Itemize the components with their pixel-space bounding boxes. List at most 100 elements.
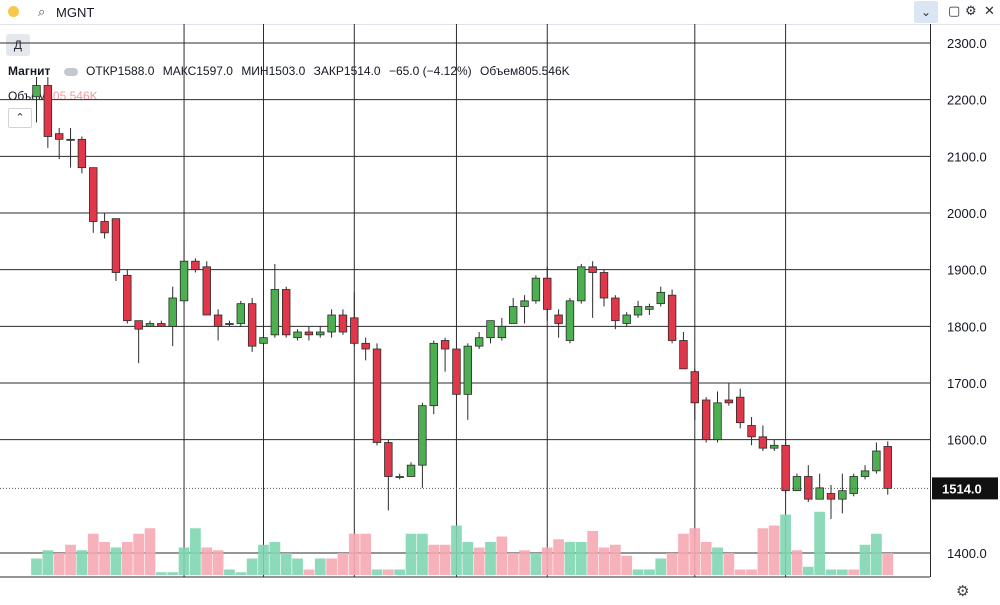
- candle-body: [440, 340, 450, 350]
- volume-bar: [235, 572, 247, 575]
- candle-body: [883, 446, 892, 489]
- volume-bar: [292, 558, 303, 575]
- collapse-legend-button[interactable]: ⌃: [8, 108, 32, 128]
- volume-bar: [371, 569, 383, 575]
- candle-body: [111, 218, 121, 273]
- candle-body: [520, 300, 529, 307]
- y-tick-label: 1400.0: [947, 546, 987, 561]
- volume-bar: [848, 569, 860, 575]
- candle-body: [429, 342, 438, 407]
- candle-body: [281, 289, 291, 336]
- candle-body: [849, 476, 858, 494]
- candle-body: [134, 320, 143, 330]
- volume-bar: [155, 572, 167, 575]
- volume-bar: [496, 536, 508, 575]
- top-bar: ⌕ ⌄ ▢ ⚙ ✕: [0, 0, 1000, 25]
- volume-bar: [201, 547, 213, 575]
- maximize-icon[interactable]: ▢: [948, 3, 961, 18]
- candle-body: [100, 221, 109, 234]
- chevron-down-button[interactable]: ⌄: [914, 1, 938, 23]
- volume-bar: [575, 542, 587, 575]
- volume-bar: [144, 528, 156, 575]
- candle-body: [804, 476, 813, 500]
- candle-body: [792, 476, 802, 492]
- period-button[interactable]: Д: [6, 34, 30, 56]
- candle-body: [89, 167, 98, 222]
- candle-body: [656, 291, 665, 305]
- change-value: −65.0 (−4.12%): [388, 64, 472, 78]
- symbol-name: Магнит: [8, 64, 51, 78]
- candlestick-chart[interactable]: 2300.0 2200.0 2100.0 2000.0 1900.0 1800.0 1700…: [0, 24, 1000, 581]
- candle-body: [202, 266, 211, 316]
- candle-body: [179, 260, 189, 302]
- volume-bar: [825, 569, 837, 575]
- volume-bar: [689, 528, 701, 575]
- candle-body: [474, 337, 484, 347]
- candle-body: [633, 306, 643, 316]
- candle-body: [66, 138, 75, 141]
- low-value: МИН1503.0: [241, 64, 306, 78]
- y-tick-label: 2100.0: [947, 149, 987, 164]
- volume-bar: [65, 544, 76, 575]
- candle-body: [645, 306, 654, 310]
- volume-bar: [246, 558, 258, 575]
- eye-icon[interactable]: [63, 67, 78, 76]
- volume-bar: [42, 550, 54, 575]
- candle-body: [293, 331, 302, 339]
- search-icon[interactable]: ⌕: [38, 4, 46, 19]
- open-value: ОТКР1588.0: [86, 64, 155, 78]
- candle-body: [690, 371, 699, 404]
- y-tick-label: 2000.0: [947, 206, 987, 221]
- volume-bar: [258, 544, 269, 575]
- volume-bar: [802, 566, 814, 575]
- volume-bar: [598, 547, 610, 575]
- candle-body: [497, 325, 507, 339]
- candle-body: [350, 317, 359, 344]
- volume-bar: [190, 528, 201, 575]
- settings-icon[interactable]: ⚙: [965, 3, 977, 18]
- candle-body: [667, 294, 677, 341]
- volume-bar: [859, 544, 871, 575]
- candle-body: [123, 274, 132, 322]
- last-price-label: 1514.0: [942, 481, 982, 496]
- volume-bar: [712, 547, 723, 575]
- close-icon[interactable]: ✕: [984, 3, 995, 18]
- volume-bar: [678, 533, 689, 575]
- volume-bar: [530, 553, 542, 575]
- y-tick-label: 1700.0: [947, 376, 987, 391]
- y-tick-label: 1900.0: [947, 263, 987, 278]
- candle-body: [157, 323, 166, 327]
- volume-bar: [121, 542, 133, 575]
- volume-bar: [553, 539, 564, 575]
- candle-body: [384, 442, 393, 477]
- volume-bar: [360, 533, 372, 575]
- volume-bar: [133, 533, 145, 575]
- candle-body: [225, 323, 234, 325]
- volume-bar: [621, 555, 633, 575]
- volume-bar: [382, 569, 394, 575]
- volume-bar: [31, 558, 42, 575]
- candle-body: [860, 470, 870, 477]
- candle-body: [531, 277, 541, 302]
- volume-bar: [734, 569, 746, 575]
- volume-bar: [655, 558, 667, 575]
- chart-settings-icon[interactable]: ⚙: [956, 583, 970, 600]
- candle-body: [815, 487, 824, 500]
- volume-bar: [564, 542, 576, 575]
- candle-body: [145, 323, 155, 327]
- candle-body: [724, 399, 734, 404]
- volume-bar: [791, 550, 803, 575]
- candle-body: [55, 133, 64, 140]
- candle-body: [418, 405, 427, 466]
- volume-bar: [666, 553, 678, 575]
- volume-bar: [303, 569, 315, 575]
- volume-bar: [76, 550, 88, 575]
- volume-bar: [871, 533, 882, 575]
- symbol-search-input[interactable]: [56, 3, 256, 21]
- volume-bar: [167, 572, 179, 575]
- volume-bar: [882, 553, 894, 575]
- volume-bar: [746, 569, 757, 575]
- candle-body: [554, 314, 563, 324]
- volume-bar: [314, 558, 326, 575]
- candle-body: [259, 337, 268, 344]
